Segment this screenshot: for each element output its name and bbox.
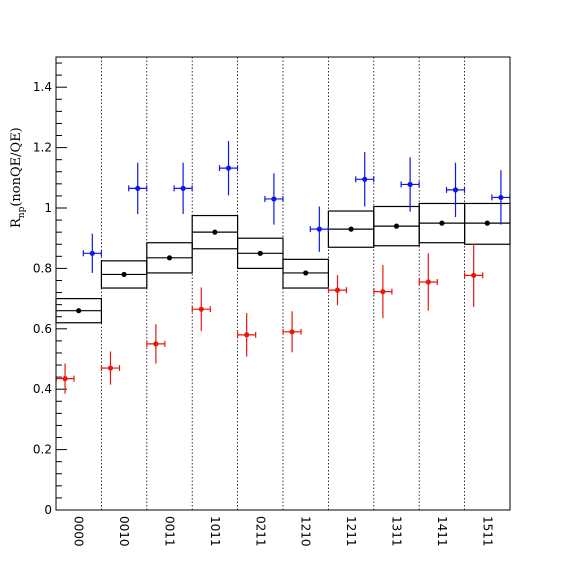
data-point xyxy=(62,376,68,382)
x-tick-label: 1211 xyxy=(344,516,358,547)
data-point xyxy=(439,220,445,226)
data-point xyxy=(471,272,477,278)
y-axis-label-subscript: np xyxy=(17,206,27,218)
y-tick-label: 0.8 xyxy=(33,261,52,275)
plot-frame xyxy=(55,56,511,511)
data-point xyxy=(180,185,186,191)
x-tick-label: 1011 xyxy=(208,516,222,547)
y-axis-label-suffix: (nonQE/QE) xyxy=(9,127,24,206)
x-tick-label: 0011 xyxy=(163,516,177,547)
data-point xyxy=(362,176,368,182)
y-tick-label: 0.2 xyxy=(33,443,52,457)
x-tick-label: 1311 xyxy=(390,516,404,547)
data-point xyxy=(289,329,295,335)
data-point xyxy=(452,187,459,193)
data-point xyxy=(121,271,127,278)
y-tick-label: 1.4 xyxy=(33,80,52,94)
data-point xyxy=(153,341,159,347)
data-point xyxy=(257,250,263,256)
x-tick-label: 1511 xyxy=(480,516,494,547)
x-tick-label: 0000 xyxy=(72,516,86,547)
y-tick-label: 1.2 xyxy=(33,141,52,155)
data-point xyxy=(212,229,218,235)
data-point xyxy=(380,289,386,295)
x-axis: 0000 0010 0011 1011 0211 1210 1211 1311 1411 1511 xyxy=(72,516,495,547)
data-point xyxy=(76,308,82,314)
data-point xyxy=(348,226,354,232)
systematic-box xyxy=(282,258,330,289)
y-tick-label: 1 xyxy=(44,201,52,215)
data-point xyxy=(107,365,114,371)
data-point xyxy=(498,194,504,201)
y-axis-label: Rnp(nonQE/QE) xyxy=(9,127,27,228)
data-point xyxy=(271,196,277,202)
y-axis: 0 0.2 0.4 0.6 0.8 1 1.2 1.4 xyxy=(33,62,67,517)
data-point xyxy=(393,223,400,229)
x-tick-label: 0211 xyxy=(253,516,267,547)
data-point xyxy=(425,279,431,285)
x-tick-label: 1411 xyxy=(435,516,449,547)
data-point xyxy=(484,220,490,226)
data-point xyxy=(303,270,309,276)
data-point xyxy=(334,287,341,293)
data-point xyxy=(407,181,413,188)
data-point xyxy=(198,306,204,312)
y-tick-label: 0 xyxy=(44,503,52,517)
data-point xyxy=(316,226,322,232)
data-points xyxy=(55,140,511,394)
x-tick-label: 1210 xyxy=(299,516,313,547)
data-point xyxy=(244,332,250,338)
y-tick-label: 0.4 xyxy=(33,382,52,396)
data-point xyxy=(135,185,141,191)
data-point xyxy=(225,165,232,171)
x-tick-label: 0010 xyxy=(117,516,131,547)
y-tick-label: 0.6 xyxy=(33,322,52,336)
data-point xyxy=(166,255,173,261)
y-axis-label-main: R xyxy=(9,217,24,228)
data-point xyxy=(89,250,95,256)
